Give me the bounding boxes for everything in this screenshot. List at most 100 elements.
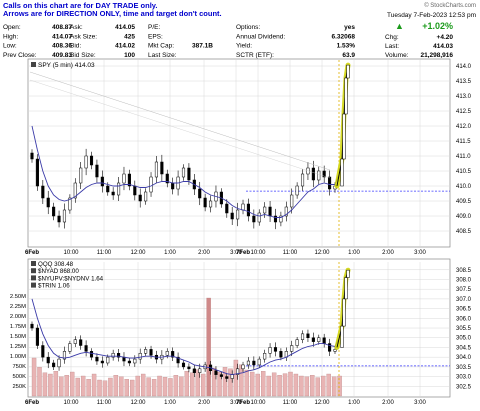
candle-body	[171, 351, 175, 358]
x-tick-label: 1:00	[348, 400, 360, 406]
candle-body	[30, 152, 34, 160]
candle-body	[171, 182, 175, 190]
y-tick-label: 303.5	[456, 365, 472, 371]
x-tick-label: 10:00	[250, 250, 266, 256]
breakout-candle	[344, 77, 348, 115]
volume-tick-label: 1.25M	[10, 344, 26, 350]
candle-body	[246, 360, 250, 366]
candle-body	[328, 343, 332, 352]
candle-body	[225, 376, 229, 379]
candle-body	[95, 164, 99, 178]
date-time: Tuesday 7-Feb-2023 12:53 pm	[387, 12, 476, 19]
volume-bar	[80, 375, 86, 397]
quote-label: Annual Dividend:	[236, 33, 285, 40]
candle-body	[257, 212, 261, 223]
y-tick-label: 410.5	[456, 169, 472, 175]
x-tick-label: 1:00	[164, 400, 176, 406]
quote-value: 409.83	[52, 52, 72, 59]
candle-body	[62, 351, 67, 360]
volume-bar	[239, 364, 244, 397]
volume-value: 21,298,916	[420, 52, 453, 59]
candle-body	[322, 337, 326, 344]
trend-line	[29, 79, 331, 179]
y-tick-label: 412.5	[456, 109, 472, 115]
candle-body	[57, 215, 61, 223]
x-tick-label: 6Feb	[25, 250, 39, 256]
candle-body	[52, 362, 56, 368]
spy-legend: SPY (5 min) 414.03	[31, 62, 95, 69]
quote-label: Ask Size:	[70, 33, 97, 40]
chg-label: Chg:	[385, 34, 399, 41]
x-tick-label: 12:00	[314, 400, 330, 406]
quote-value: 408.87	[52, 24, 72, 31]
quote-summary: ▲ +1.02% Chg: +4.20 Last: 414.03 Volume:…	[385, 21, 453, 59]
x-tick-label: 10:00	[63, 250, 79, 256]
candle-body	[230, 374, 234, 379]
candle-body	[79, 339, 83, 346]
x-tick-label: 3:00	[230, 250, 242, 256]
candle-body	[84, 155, 88, 169]
volume-bar	[261, 371, 266, 397]
y-tick-label: 305.0	[456, 336, 472, 342]
header: Calls on this chart are for DAY TRADE on…	[3, 1, 476, 19]
y-tick-label: 304.0	[456, 355, 472, 361]
y-tick-label: 302.5	[456, 384, 472, 390]
quote-label: Bid Size:	[70, 52, 96, 59]
volume-bar	[315, 377, 320, 397]
candle-body	[122, 173, 126, 184]
volume-bar	[53, 371, 59, 397]
candle-body	[79, 167, 83, 184]
volume-bar	[190, 372, 195, 397]
volume-tick-label: 2.50M	[10, 294, 26, 300]
volume-bar	[195, 369, 200, 397]
y-tick-label: 409.0	[456, 214, 472, 220]
quote-value: 414.05	[115, 24, 135, 31]
quote-value: yes	[344, 24, 355, 31]
breakout-candle	[342, 113, 346, 160]
candle-body	[89, 155, 94, 166]
volume-bar	[184, 371, 190, 397]
quote-value: 100	[124, 52, 135, 59]
quote-label: SCTR (ETF):	[236, 52, 274, 59]
candle-body	[300, 173, 305, 187]
candle-body	[73, 182, 77, 199]
volume-tick-label: 250K	[12, 384, 26, 390]
candle-body	[187, 167, 191, 181]
qqq-legend-text: $TRIN 1.06	[38, 283, 70, 290]
candle-body	[46, 197, 50, 208]
breakout-candle	[346, 269, 350, 278]
qqq-legend-swatch	[31, 261, 36, 266]
volume-bar	[37, 367, 42, 397]
volume-bar	[86, 379, 91, 397]
y-tick-label: 303.0	[456, 375, 472, 381]
candle-body	[111, 191, 115, 196]
volume-tick-label: 2.25M	[10, 304, 26, 310]
candle-body	[127, 360, 131, 364]
volume-bar	[288, 371, 293, 397]
copyright: © StockCharts.com	[424, 2, 476, 9]
candle-body	[279, 351, 283, 358]
candle-body	[273, 347, 278, 352]
volume-bar	[337, 375, 342, 397]
volume-bar	[119, 376, 124, 397]
volume-bar	[299, 375, 304, 397]
volume-bar	[108, 377, 113, 397]
volume-bar	[59, 376, 64, 397]
candle-body	[106, 356, 110, 364]
candle-body	[35, 158, 39, 187]
candle-body	[306, 333, 310, 338]
candle-body	[176, 356, 180, 364]
volume-tick-label: 1.00M	[10, 354, 26, 360]
candle-body	[133, 185, 137, 196]
volume-bar	[282, 373, 288, 397]
candle-body	[236, 209, 240, 220]
quote-label: Mkt Cap:	[148, 43, 174, 50]
volume-bar	[271, 372, 277, 397]
quote-value: 425	[124, 33, 135, 40]
candle-body	[209, 200, 213, 208]
candle-body	[111, 353, 115, 358]
candle-body	[144, 349, 148, 354]
candle-body	[198, 368, 202, 373]
